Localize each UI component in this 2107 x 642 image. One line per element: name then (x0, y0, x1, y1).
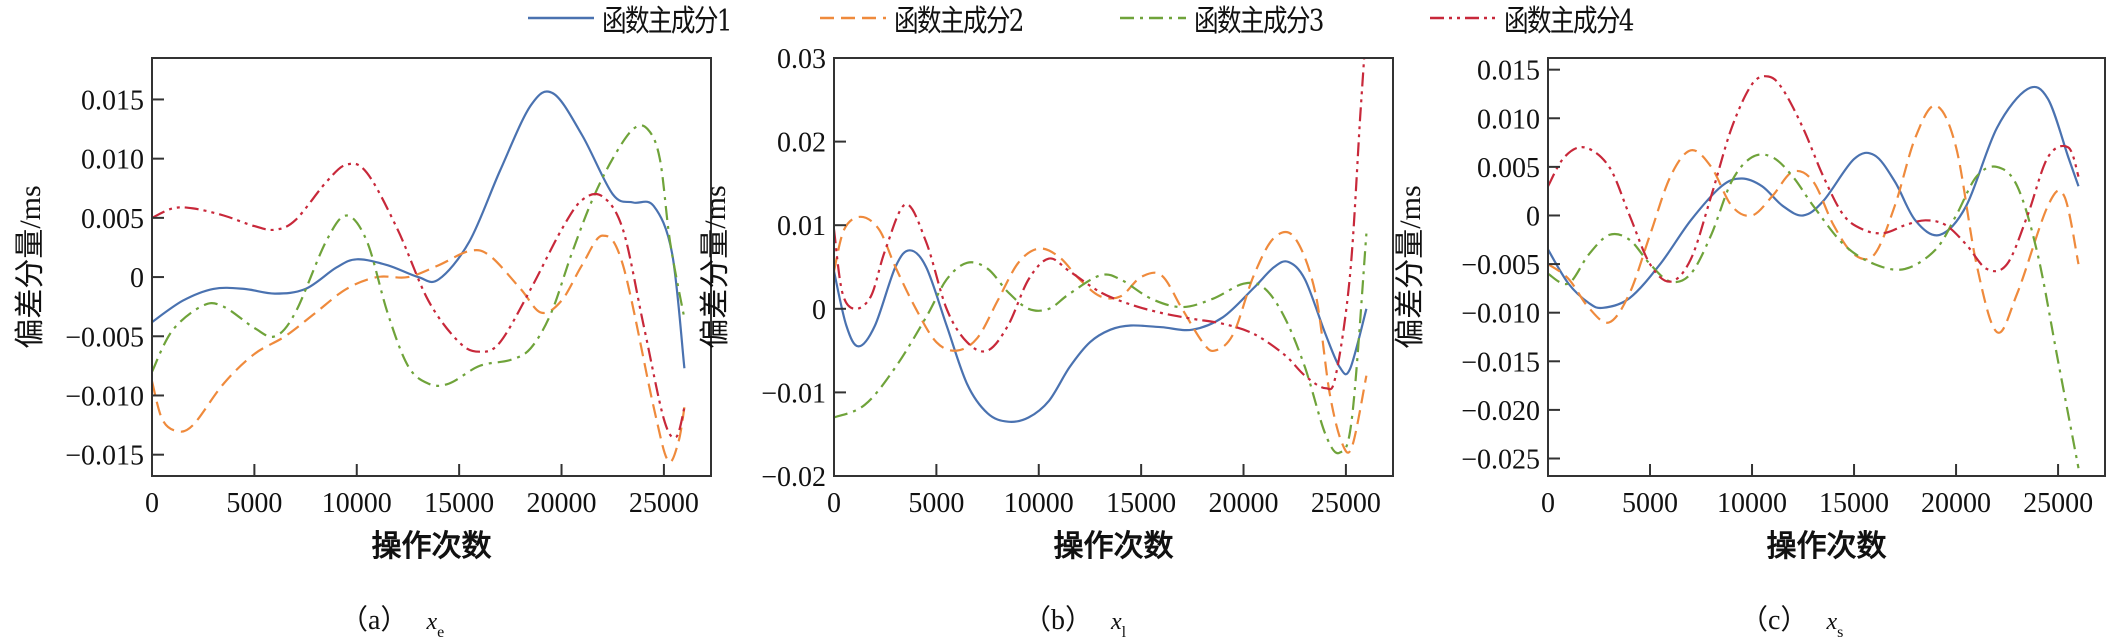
x-tick-label: 25000 (2023, 488, 2093, 519)
caption-c: （c） xs (1740, 598, 1843, 642)
legend-line-dashed-icon (820, 16, 886, 20)
y-tick-label: 0.010 (81, 145, 144, 176)
legend-label: 函数主成分1 (602, 4, 732, 39)
x-tick-label: 10000 (1004, 488, 1074, 519)
legend-label: 函数主成分4 (1504, 4, 1634, 39)
caption-a: （a） xe (340, 598, 444, 642)
series-line-3 (1548, 153, 2080, 469)
y-tick-label: −0.02 (761, 462, 826, 493)
series-line-1 (152, 90, 686, 369)
y-tick-label: 0 (812, 295, 826, 326)
series-line-1 (834, 249, 1368, 423)
y-tick-label: −0.005 (65, 322, 144, 353)
legend-item-component-2: 函数主成分2 (820, 0, 1051, 39)
series-line-1 (1548, 85, 2080, 310)
legend-line-solid-icon (528, 16, 594, 20)
y-tick-label: 0.02 (777, 128, 826, 159)
x-tick-label: 0 (1541, 488, 1555, 519)
caption-label: （a） (340, 605, 409, 636)
panel-a: 0 5000 10000 15000 20000 25000 −0.015 −0.010 −0.… (14, 57, 712, 563)
x-tick-label: 15000 (424, 488, 494, 519)
y-tick-label: 0.01 (777, 211, 826, 242)
x-tick-label: 10000 (322, 488, 392, 519)
series-line-2 (1548, 104, 2080, 334)
x-axis-label: 操作次数 (1054, 530, 1175, 563)
y-tick-label: 0 (130, 263, 144, 294)
caption-variable: xl (1111, 609, 1127, 641)
y-tick-label: 0.03 (777, 44, 826, 75)
x-tick-label: 5000 (908, 488, 964, 519)
y-tick-label: 0.005 (81, 204, 144, 235)
legend-line-dash-dot-dot-icon (1430, 16, 1496, 20)
x-tick-label: 0 (145, 488, 159, 519)
caption-variable: xs (1826, 609, 1844, 641)
plot-frame (1547, 57, 2106, 477)
x-tick-label: 20000 (1209, 488, 1279, 519)
y-axis-label: 偏差分量/ms (14, 185, 47, 348)
y-axis-label: 偏差分量/ms (699, 185, 732, 348)
legend-item-component-3: 函数主成分3 (1120, 0, 1351, 39)
x-tick-label: 15000 (1106, 488, 1176, 519)
legend-label: 函数主成分3 (1194, 4, 1324, 39)
plot-frame (151, 57, 712, 477)
x-tick-label: 5000 (226, 488, 282, 519)
y-axis-label: 偏差分量/ms (1394, 185, 1427, 348)
y-tick-label: 0.015 (1477, 56, 1540, 87)
y-tick-label: 0.015 (81, 85, 144, 116)
x-tick-label: 20000 (527, 488, 597, 519)
y-tick-label: −0.010 (1461, 299, 1540, 330)
x-tick-label: 0 (827, 488, 841, 519)
y-tick-label: −0.020 (1461, 396, 1540, 427)
panel-c: 0 5000 10000 15000 20000 25000 −0.025 −0.020 −0.… (1394, 56, 2106, 563)
x-tick-label: 20000 (1921, 488, 1991, 519)
legend-line-dash-dot-icon (1120, 16, 1186, 20)
y-tick-label: 0.010 (1477, 104, 1540, 135)
series-line-3 (834, 233, 1368, 455)
y-tick-label: −0.025 (1461, 445, 1540, 476)
series-line-4 (1548, 75, 2080, 283)
series-line-4 (152, 162, 686, 439)
x-tick-label: 10000 (1717, 488, 1787, 519)
legend-item-component-4: 函数主成分4 (1430, 0, 1661, 39)
y-tick-label: −0.015 (1461, 347, 1540, 378)
series-line-3 (152, 124, 686, 387)
x-tick-label: 15000 (1819, 488, 1889, 519)
y-tick-label: −0.005 (1461, 250, 1540, 281)
x-tick-label: 25000 (1311, 488, 1381, 519)
legend-item-component-1: 函数主成分1 (528, 0, 759, 39)
caption-variable: xe (426, 609, 445, 641)
y-tick-label: 0.005 (1477, 153, 1540, 184)
caption-label: （b） (1023, 605, 1094, 636)
x-axis-label: 操作次数 (372, 530, 493, 563)
x-tick-label: 25000 (629, 488, 699, 519)
series-group (152, 90, 686, 463)
legend: 函数主成分1 函数主成分2 函数主成分3 函数主成分4 (0, 0, 2107, 39)
y-tick-label: −0.015 (65, 441, 144, 472)
y-tick-label: 0 (1526, 201, 1540, 232)
plot-frame (833, 57, 1394, 477)
series-group (834, 58, 1368, 455)
legend-label: 函数主成分2 (894, 4, 1024, 39)
x-axis-label: 操作次数 (1767, 530, 1888, 563)
y-tick-label: −0.010 (65, 381, 144, 412)
series-line-4 (834, 58, 1366, 391)
y-tick-label: −0.01 (761, 378, 826, 409)
series-line-2 (152, 234, 686, 463)
series-line-2 (834, 215, 1368, 454)
caption-b: （b） xl (1023, 598, 1126, 642)
x-tick-label: 5000 (1622, 488, 1678, 519)
series-group (1548, 75, 2080, 469)
panel-b: 0 5000 10000 15000 20000 25000 −0.02 −0.01 0 0.01… (699, 44, 1394, 563)
caption-label: （c） (1740, 605, 1809, 636)
